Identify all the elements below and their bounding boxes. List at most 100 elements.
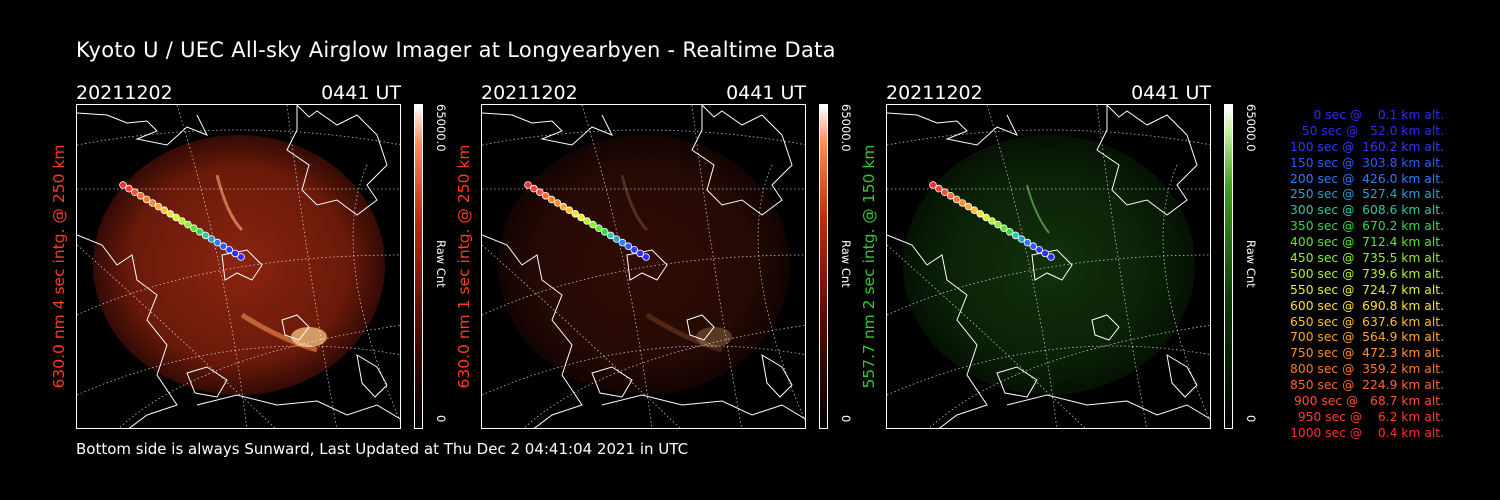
trajectory-point (630, 246, 639, 254)
trajectory-point (595, 224, 603, 232)
trajectory-point (130, 188, 139, 196)
legend-entry: 500 sec @ 739.6 km alt. (1286, 266, 1444, 281)
trajectory-point (172, 213, 180, 222)
trajectory-point (148, 199, 157, 207)
legend-entry: 150 sec @ 303.8 km alt. (1286, 155, 1444, 170)
trajectory-point (964, 202, 973, 211)
trajectory-point (1041, 249, 1049, 258)
panel-date: 20211202 (481, 82, 578, 104)
trajectory-point (1000, 224, 1008, 232)
colorbar-unit-label: Raw Cnt (839, 240, 853, 288)
legend-entry: 900 sec @ 68.7 km alt. (1290, 394, 1444, 409)
colorbar-max-label: 65000.0 (839, 104, 853, 152)
trajectory-point (929, 181, 937, 189)
trajectory-point (982, 213, 990, 222)
trajectory-point (225, 246, 234, 254)
trajectory-point (166, 210, 174, 218)
trajectory-point (988, 217, 996, 225)
page-title: Kyoto U / UEC All-sky Airglow Imager at … (76, 38, 836, 62)
trajectory-point (201, 231, 210, 240)
trajectory-point (237, 253, 245, 261)
trajectory-point (565, 206, 574, 214)
trajectory-point (612, 235, 621, 243)
trajectory-point (583, 217, 591, 225)
trajectory-point (231, 249, 239, 258)
panel-wavelength-label: 630.0 nm 1 sec intg. @ 250 km (455, 144, 473, 389)
allsky-image (886, 104, 1211, 429)
colorbar-min-label: 0 (839, 415, 853, 423)
trajectory-point (547, 195, 556, 204)
trajectory-legend: 0 sec @ 0.1 km alt. 50 sec @ 52.0 km alt… (1262, 108, 1444, 442)
colorbar (414, 104, 423, 429)
trajectory-point (642, 253, 650, 261)
legend-entry: 1000 sec @ 0.4 km alt. (1290, 425, 1444, 440)
colorbar-min-label: 0 (434, 415, 448, 423)
legend-entry: 850 sec @ 224.9 km alt. (1286, 378, 1444, 393)
trajectory-point (195, 228, 204, 236)
airglow-disk (498, 135, 790, 395)
trajectory-point (541, 192, 550, 200)
trajectory-point (154, 202, 163, 211)
trajectory-point (970, 206, 979, 214)
trajectory-point (535, 188, 544, 196)
trajectory-point (624, 242, 633, 251)
trajectory-point (142, 195, 151, 204)
legend-entry: 400 sec @ 712.4 km alt. (1286, 235, 1444, 250)
trajectory-point (184, 220, 192, 229)
colorbar (1224, 104, 1233, 429)
trajectory-point (207, 235, 216, 243)
trajectory-point (946, 192, 955, 200)
trajectory-point (1017, 235, 1026, 243)
trajectory-point (940, 188, 949, 196)
legend-entry: 0 sec @ 0.1 km alt. (1301, 108, 1444, 122)
trajectory-point (178, 217, 186, 225)
trajectory-point (976, 210, 984, 218)
trajectory-point (618, 238, 627, 247)
airglow-disk (93, 135, 385, 395)
colorbar-min-label: 0 (1244, 415, 1258, 423)
legend-entry: 300 sec @ 608.6 km alt. (1286, 203, 1444, 218)
allsky-image (481, 104, 806, 429)
colorbar-max-label: 65000.0 (1244, 104, 1258, 152)
airglow-disk (903, 135, 1195, 395)
trajectory-point (559, 202, 568, 211)
panel-wavelength-label: 557.7 nm 2 sec intg. @ 150 km (860, 144, 878, 389)
legend-entry: 950 sec @ 6.2 km alt. (1293, 409, 1444, 424)
panel-time: 0441 UT (726, 82, 806, 104)
trajectory-point (524, 181, 532, 189)
trajectory-point (600, 228, 609, 236)
trajectory-point (1029, 242, 1038, 251)
trajectory-point (1005, 228, 1014, 236)
trajectory-point (636, 249, 644, 258)
trajectory-point (1047, 253, 1055, 261)
trajectory-point (958, 199, 967, 207)
trajectory-point (553, 199, 562, 207)
colorbar-max-label: 65000.0 (434, 104, 448, 152)
trajectory-point (119, 181, 127, 189)
trajectory-point (935, 184, 943, 193)
trajectory-point (190, 224, 198, 232)
panel-wavelength-label: 630.0 nm 4 sec intg. @ 250 km (50, 144, 68, 389)
colorbar (819, 104, 828, 429)
legend-entry: 50 sec @ 52.0 km alt. (1293, 123, 1444, 138)
panel-date: 20211202 (76, 82, 173, 104)
trajectory-point (1035, 246, 1044, 254)
legend-entry: 800 sec @ 359.2 km alt. (1286, 362, 1444, 377)
trajectory-point (219, 242, 228, 251)
legend-entry: 200 sec @ 426.0 km alt. (1286, 171, 1444, 186)
trajectory-point (577, 213, 585, 222)
trajectory-point (994, 220, 1002, 229)
trajectory-point (1011, 231, 1020, 240)
colorbar-unit-label: Raw Cnt (434, 240, 448, 288)
trajectory-point (136, 192, 145, 200)
panel-time: 0441 UT (321, 82, 401, 104)
trajectory-point (606, 231, 615, 240)
trajectory-point (1023, 238, 1032, 247)
colorbar-unit-label: Raw Cnt (1244, 240, 1258, 288)
trajectory-point (213, 238, 222, 247)
legend-entry: 700 sec @ 564.9 km alt. (1286, 330, 1444, 345)
trajectory-point (160, 206, 169, 214)
legend-entry: 100 sec @ 160.2 km alt. (1286, 139, 1444, 154)
trajectory-point (571, 210, 579, 218)
legend-entry: 450 sec @ 735.5 km alt. (1286, 251, 1444, 266)
